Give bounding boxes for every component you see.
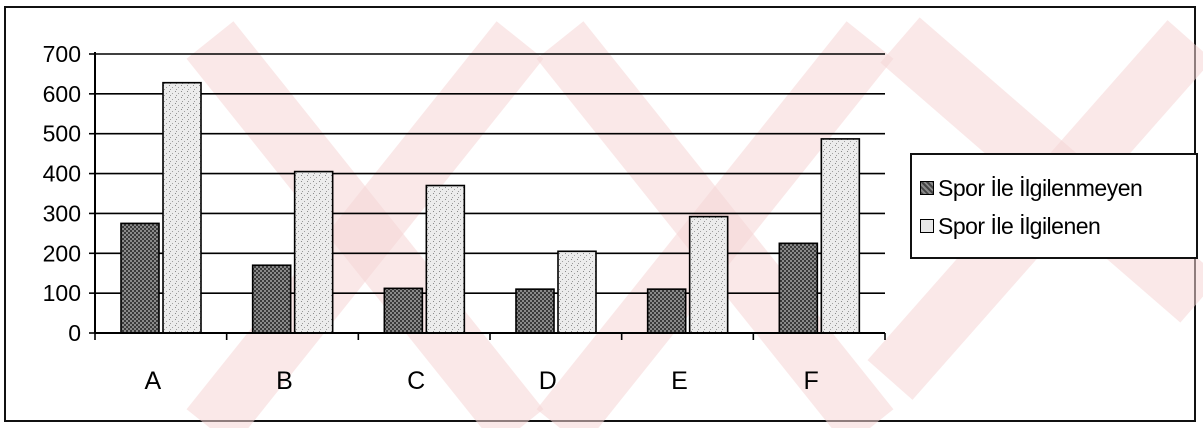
y-tick-label: 300 xyxy=(43,200,81,226)
watermark-stroke xyxy=(186,21,544,428)
y-tick-label: 100 xyxy=(43,280,81,306)
bar-A-series-2 xyxy=(162,81,202,334)
bar-A-series-1 xyxy=(120,222,160,334)
bar-D-series-2 xyxy=(557,250,597,334)
legend-label-series-1: Spor İle İlgilenmeyen xyxy=(938,174,1143,201)
y-tick-label: 600 xyxy=(43,81,81,107)
bar-B-series-2 xyxy=(293,170,334,334)
legend-label-series-2: Spor İle İlgilenen xyxy=(938,212,1101,239)
legend-swatch-series-2 xyxy=(920,219,934,233)
x-tick-label: D xyxy=(539,367,557,395)
bar-F-series-2 xyxy=(820,138,861,334)
bar-E-series-2 xyxy=(688,215,729,334)
x-tick-label: C xyxy=(407,367,425,395)
x-axis-ticks: A B C D E F xyxy=(94,333,886,395)
legend: Spor İle İlgilenmeyen Spor İle İlgilenen xyxy=(910,153,1198,259)
y-tick-label: 0 xyxy=(68,320,81,346)
legend-item-series-2: Spor İle İlgilenen xyxy=(920,211,1101,241)
x-tick-label: A xyxy=(144,367,161,395)
bars xyxy=(120,81,861,334)
x-tick-label: F xyxy=(804,367,819,395)
x-tick-label: B xyxy=(276,367,293,395)
y-tick-label: 400 xyxy=(43,161,81,187)
bar-C-series-1 xyxy=(383,287,424,334)
bar-C-series-2 xyxy=(425,184,466,334)
gridlines xyxy=(95,53,885,294)
y-tick-label: 500 xyxy=(43,121,81,147)
bar-F-series-1 xyxy=(778,242,819,334)
bar-B-series-1 xyxy=(251,264,292,334)
x-tick-label: E xyxy=(671,367,688,395)
legend-swatch-series-1 xyxy=(920,181,934,195)
bar-E-series-1 xyxy=(646,288,687,334)
y-axis-ticks: 0 100 200 300 400 500 600 700 xyxy=(43,41,95,346)
y-tick-label: 700 xyxy=(43,41,81,67)
legend-item-series-1: Spor İle İlgilenmeyen xyxy=(920,173,1143,203)
y-tick-label: 200 xyxy=(43,240,81,266)
bar-D-series-1 xyxy=(515,288,555,334)
